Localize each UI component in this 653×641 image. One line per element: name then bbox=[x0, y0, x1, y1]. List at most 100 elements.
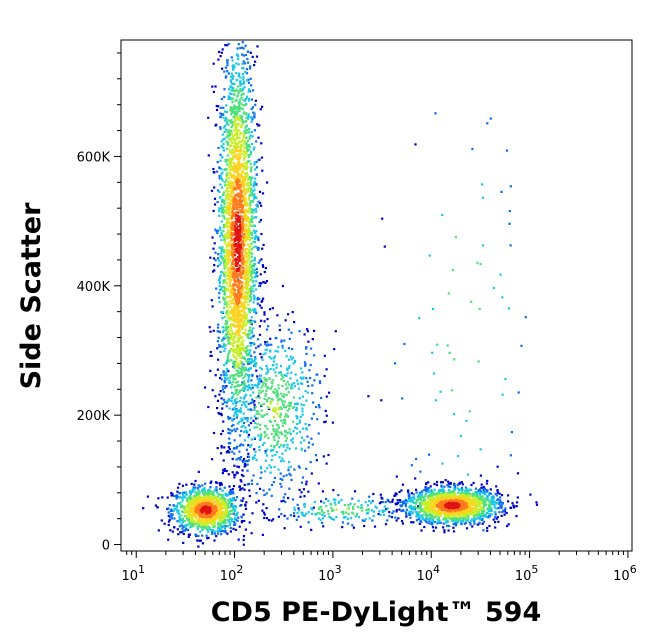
data-point bbox=[478, 518, 481, 521]
data-point bbox=[265, 517, 269, 520]
data-point bbox=[431, 526, 435, 529]
data-point bbox=[473, 516, 476, 519]
data-point bbox=[298, 419, 301, 422]
data-point bbox=[407, 494, 410, 498]
data-point bbox=[224, 500, 227, 504]
data-point bbox=[242, 223, 246, 226]
data-point bbox=[201, 542, 204, 545]
data-point bbox=[229, 169, 232, 172]
data-points bbox=[142, 41, 539, 548]
data-point bbox=[184, 528, 187, 531]
data-point bbox=[243, 212, 246, 215]
data-point bbox=[255, 160, 258, 164]
data-point bbox=[281, 395, 284, 398]
data-point bbox=[232, 161, 235, 165]
data-point bbox=[250, 438, 253, 441]
data-point bbox=[517, 391, 520, 394]
data-point bbox=[255, 267, 258, 270]
data-point bbox=[235, 147, 238, 150]
data-point bbox=[479, 514, 482, 517]
data-point bbox=[177, 533, 180, 536]
data-point bbox=[216, 161, 219, 164]
data-point bbox=[231, 176, 234, 179]
data-point bbox=[433, 511, 436, 514]
data-point bbox=[242, 60, 245, 63]
data-point bbox=[248, 238, 252, 241]
data-point bbox=[242, 460, 245, 463]
data-point bbox=[213, 494, 216, 497]
data-point bbox=[225, 514, 228, 517]
data-point bbox=[237, 366, 240, 369]
data-point bbox=[248, 521, 251, 524]
data-point bbox=[288, 366, 291, 369]
data-point bbox=[251, 116, 254, 119]
data-point bbox=[483, 502, 487, 505]
data-point bbox=[249, 260, 252, 263]
data-point bbox=[481, 514, 484, 517]
data-point bbox=[241, 118, 244, 121]
data-point bbox=[259, 218, 263, 222]
data-point bbox=[229, 264, 232, 268]
data-point bbox=[220, 177, 223, 181]
data-point bbox=[383, 505, 386, 508]
data-point bbox=[233, 417, 236, 421]
data-point bbox=[296, 422, 299, 426]
data-point bbox=[243, 314, 247, 317]
data-point bbox=[415, 488, 418, 491]
data-point bbox=[222, 496, 225, 499]
data-point bbox=[263, 311, 266, 314]
data-point bbox=[300, 403, 303, 406]
data-point bbox=[226, 119, 229, 122]
data-point bbox=[243, 86, 246, 89]
data-point bbox=[222, 497, 226, 500]
data-point bbox=[178, 512, 181, 515]
data-point bbox=[236, 471, 239, 475]
data-point bbox=[461, 483, 464, 486]
data-point bbox=[234, 309, 237, 312]
data-point bbox=[347, 507, 350, 510]
data-point bbox=[225, 265, 228, 268]
data-point bbox=[443, 529, 446, 532]
data-point bbox=[467, 515, 470, 518]
data-point bbox=[238, 434, 242, 437]
data-point bbox=[225, 385, 228, 388]
data-point bbox=[477, 504, 480, 507]
data-point bbox=[235, 458, 238, 461]
data-point bbox=[457, 455, 460, 458]
data-point bbox=[208, 518, 211, 521]
data-point bbox=[417, 507, 421, 510]
data-point bbox=[325, 395, 328, 398]
data-point bbox=[231, 497, 235, 500]
data-point bbox=[507, 307, 510, 310]
data-point bbox=[418, 522, 421, 525]
data-point bbox=[260, 156, 264, 159]
data-point bbox=[292, 362, 295, 365]
data-point bbox=[230, 121, 233, 124]
data-point bbox=[216, 447, 219, 450]
data-point bbox=[191, 517, 194, 520]
data-point bbox=[224, 257, 227, 260]
data-point bbox=[281, 344, 284, 347]
data-point bbox=[388, 501, 391, 504]
data-point bbox=[243, 203, 246, 206]
data-point bbox=[239, 88, 242, 91]
data-point bbox=[167, 511, 170, 514]
data-point bbox=[180, 501, 183, 504]
data-point bbox=[244, 328, 247, 332]
data-point bbox=[240, 319, 243, 323]
data-point bbox=[409, 510, 412, 513]
data-point bbox=[231, 315, 234, 318]
data-point bbox=[292, 512, 296, 515]
data-point bbox=[238, 409, 241, 412]
data-point bbox=[399, 499, 402, 502]
data-point bbox=[411, 511, 414, 515]
data-point bbox=[221, 48, 224, 51]
data-point bbox=[228, 429, 231, 432]
data-point bbox=[262, 503, 265, 506]
data-point bbox=[224, 525, 227, 528]
data-point bbox=[243, 488, 246, 491]
data-point bbox=[253, 163, 256, 166]
data-point bbox=[405, 515, 408, 518]
data-point bbox=[477, 516, 480, 519]
data-point bbox=[415, 457, 418, 460]
